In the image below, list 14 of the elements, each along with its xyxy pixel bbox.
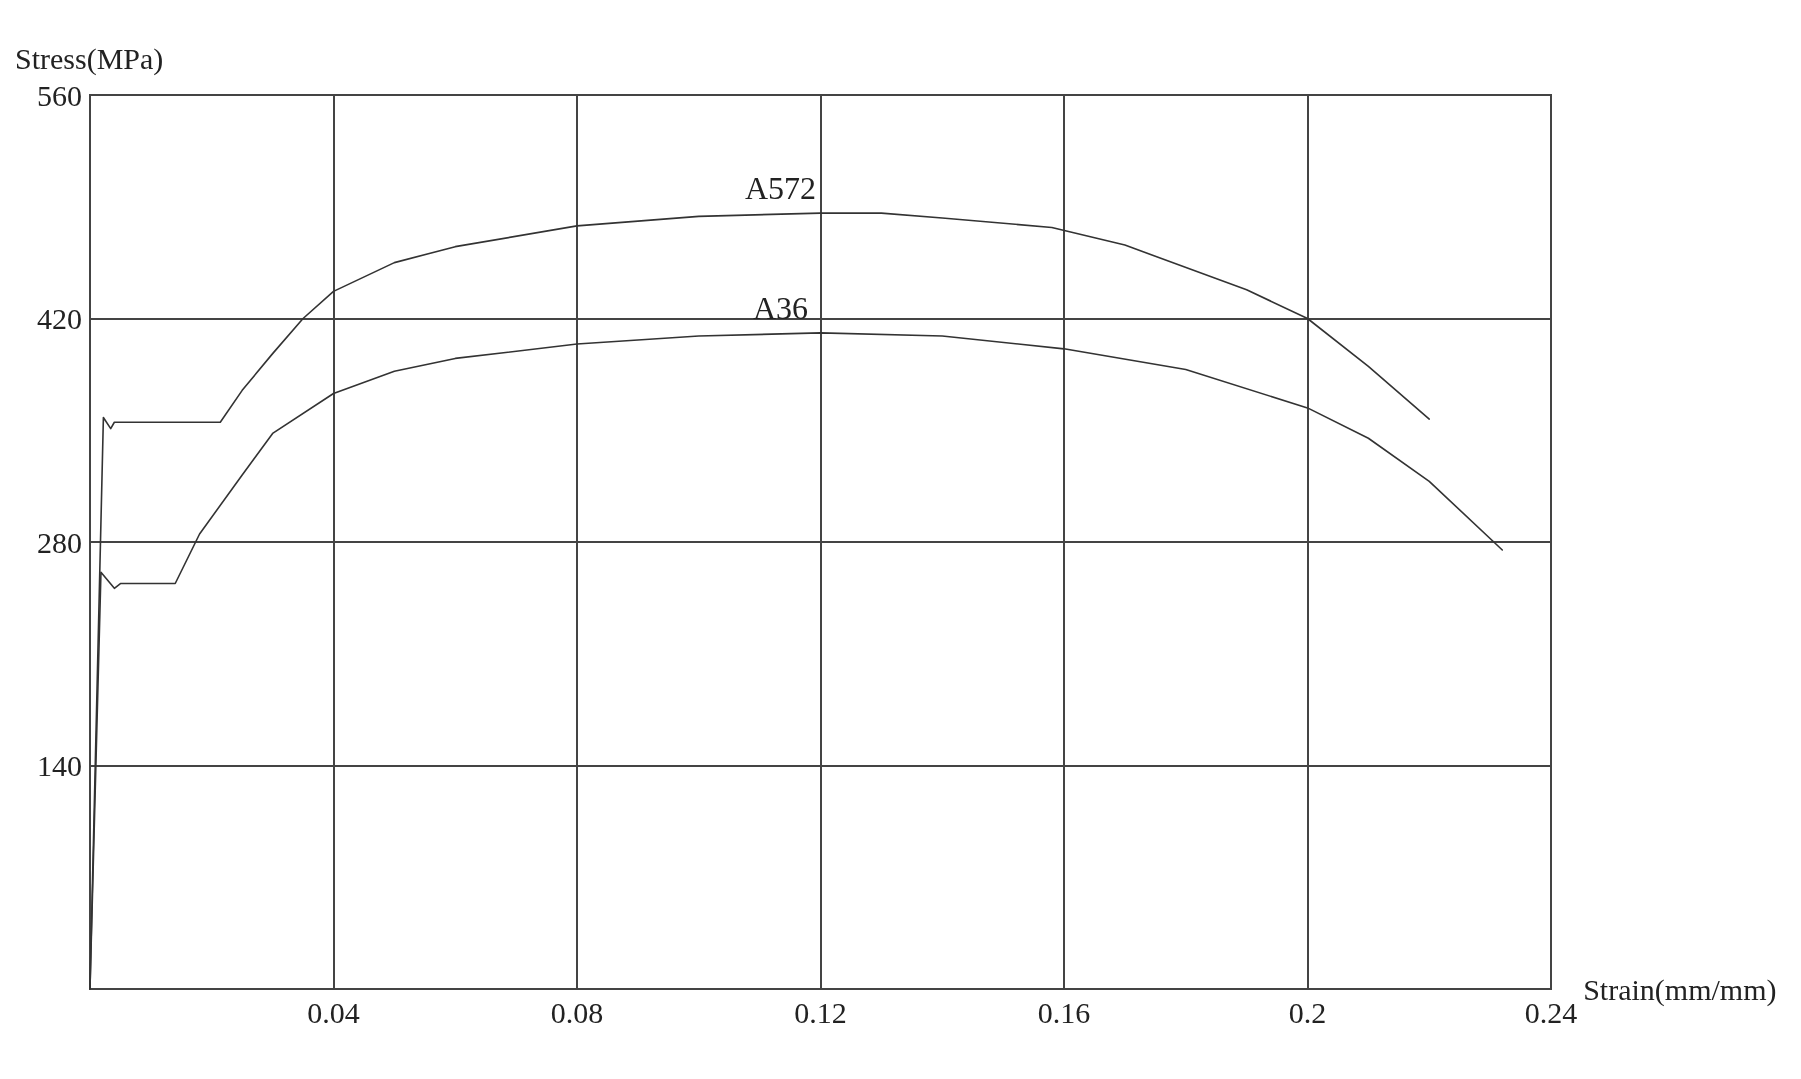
- x-tick-label: 0.12: [794, 995, 847, 1029]
- x-axis-title: Strain(mm/mm): [1583, 972, 1777, 1007]
- y-tick-label: 140: [37, 749, 82, 782]
- x-tick-label: 0.2: [1288, 995, 1327, 1029]
- y-tick-label: 560: [37, 78, 82, 112]
- y-tick-label: 420: [37, 302, 82, 335]
- x-tick-label: 0.16: [1037, 995, 1091, 1029]
- series-label: A572: [744, 170, 817, 207]
- x-tick-label: 0.24: [1524, 995, 1578, 1029]
- x-tick-label: 0.04: [307, 995, 360, 1029]
- x-tick-label: 0.08: [550, 995, 604, 1029]
- y-axis-title: Stress(MPa): [15, 41, 164, 76]
- series-label: A36: [752, 289, 809, 326]
- y-tick-label: 280: [37, 525, 82, 559]
